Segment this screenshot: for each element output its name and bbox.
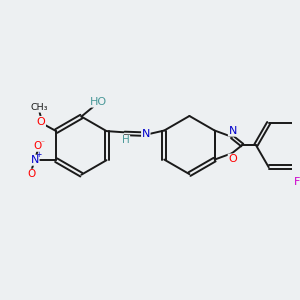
Text: O: O [33, 141, 42, 151]
Text: ⁻: ⁻ [40, 139, 44, 148]
Text: +: + [35, 150, 42, 159]
Text: HO: HO [90, 97, 107, 107]
Text: N: N [229, 126, 237, 136]
Text: N: N [31, 155, 39, 165]
Text: O: O [37, 116, 45, 127]
Text: H: H [122, 135, 130, 146]
Text: O: O [228, 154, 237, 164]
Text: N: N [142, 129, 150, 139]
Text: F: F [294, 177, 300, 187]
Text: CH₃: CH₃ [31, 103, 48, 112]
Text: O: O [28, 169, 36, 179]
